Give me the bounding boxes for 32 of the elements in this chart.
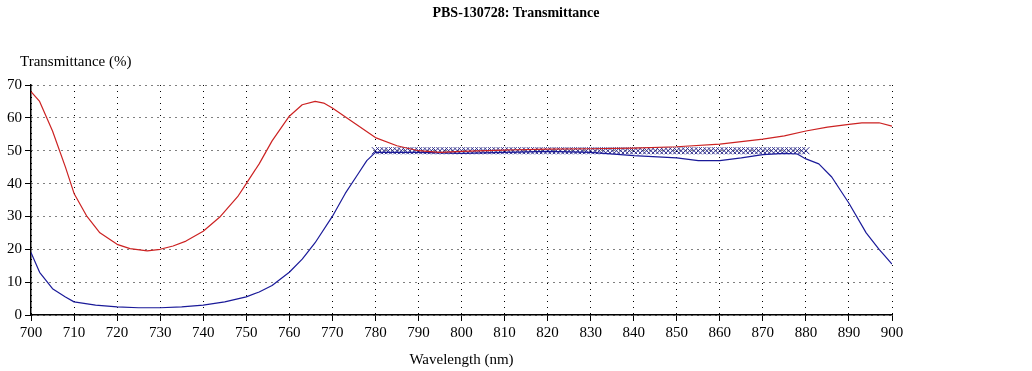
x-tick-label: 800 — [450, 323, 473, 340]
y-axis-title: Transmittance (%) — [20, 53, 132, 70]
y-tick-label: 20 — [7, 240, 22, 257]
y-tick-label: 60 — [7, 108, 22, 125]
x-tick-label: 830 — [579, 323, 602, 340]
x-tick-label: 750 — [235, 323, 258, 340]
x-tick-label: 740 — [191, 323, 215, 340]
x-tick-label: 760 — [278, 323, 301, 340]
y-tick-label: 10 — [7, 273, 22, 290]
x-tick-label: 850 — [665, 323, 688, 340]
x-tick-label: 770 — [321, 323, 344, 340]
x-tick-label: 810 — [493, 323, 516, 340]
y-tick-label: 40 — [7, 174, 22, 191]
x-tick-label: 870 — [751, 323, 775, 340]
x-tick-label: 820 — [536, 323, 559, 340]
x-tick-label: 890 — [837, 323, 861, 340]
y-tick-label: 0 — [14, 305, 22, 322]
y-tick-label: 30 — [7, 207, 22, 224]
x-tick-label: 710 — [62, 323, 86, 340]
x-tick-label: 790 — [407, 323, 430, 340]
x-tick-label: 730 — [148, 323, 172, 340]
x-tick-label: 860 — [708, 323, 732, 340]
y-tick-label: 50 — [7, 141, 22, 158]
y-tick-label: 70 — [7, 75, 22, 92]
x-tick-label: 880 — [794, 323, 818, 340]
x-axis-title: Wavelength (nm) — [409, 351, 514, 368]
x-tick-label: 780 — [364, 323, 387, 340]
x-tick-label: 840 — [622, 323, 645, 340]
x-tick-label: 720 — [105, 323, 129, 340]
x-tick-label: 900 — [880, 323, 904, 340]
x-tick-label: 700 — [19, 323, 43, 340]
chart-title: PBS-130728: Transmittance — [432, 5, 600, 20]
